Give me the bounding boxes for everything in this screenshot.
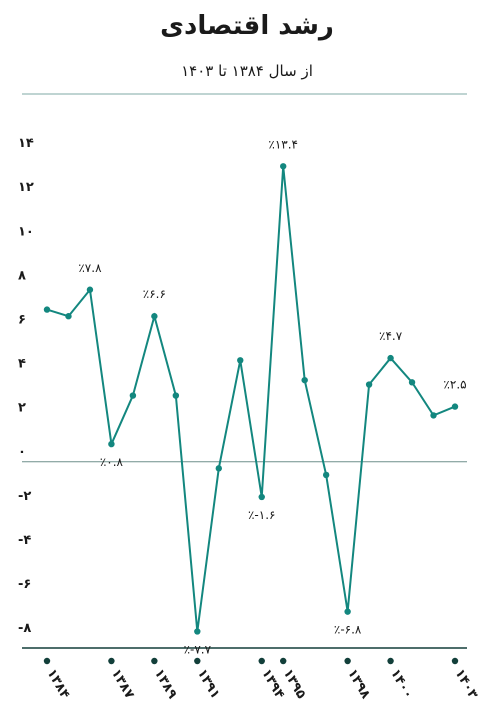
x-tick-label: ۱۳۸۷ [108, 667, 137, 702]
x-tick-label: ۱۳۹۱ [194, 667, 223, 702]
chart-title: رشد اقتصادی [160, 11, 334, 41]
x-tick-label: ۱۴۰۰ [387, 667, 416, 702]
y-tick-label: ۲ [18, 401, 26, 416]
point [215, 465, 222, 472]
y-tick-label: -۲ [18, 489, 31, 504]
value-label: ٪۱۳.۴ [268, 137, 298, 151]
point [408, 379, 416, 386]
value-label: ٪۴.۷ [379, 329, 403, 343]
x-tick-dot [194, 657, 201, 665]
point [387, 354, 394, 362]
y-tick-label: -۶ [18, 577, 31, 592]
point [365, 381, 373, 388]
value-label: ٪-۶.۸ [334, 623, 362, 637]
point [172, 392, 180, 399]
point [86, 286, 94, 293]
point [129, 392, 137, 399]
x-tick-dot [344, 657, 351, 665]
x-tick-label: ۱۴۰۳ [452, 667, 481, 702]
x-tick-label: ۱۳۸۹ [151, 667, 180, 702]
y-tick-label: ۴ [18, 357, 26, 372]
x-tick-dot [108, 657, 115, 665]
x-tick-dot [387, 657, 394, 665]
point [322, 471, 330, 479]
point [151, 313, 158, 320]
x-tick-label: ۱۳۸۴ [44, 667, 73, 702]
value-label: ٪-۷.۷ [184, 642, 212, 656]
point [430, 412, 437, 419]
y-tick-label: ۶ [18, 312, 26, 327]
point [43, 306, 51, 313]
x-tick-label: ۱۳۹۸ [344, 667, 373, 702]
line [46, 166, 456, 632]
y-tick-label: -۴ [18, 533, 31, 548]
point [108, 440, 115, 448]
point [344, 608, 351, 615]
value-label: ٪۲.۵ [443, 378, 466, 392]
x-tick-dot [151, 657, 158, 665]
y-tick-label: ۱۲ [18, 180, 34, 195]
x-tick-label: ۱۳۹۵ [280, 667, 309, 702]
x-tick-dot [280, 657, 287, 665]
value-label: ٪-۱.۶ [248, 508, 275, 522]
value-label: ٪۷.۸ [78, 261, 102, 275]
point [301, 376, 308, 384]
value-label: ٪۰.۸ [100, 455, 124, 469]
point [451, 403, 459, 410]
point [280, 163, 287, 170]
x-tick-dot [43, 657, 51, 665]
point [194, 628, 201, 635]
y-tick-label: ۰ [18, 445, 26, 460]
value-label: ٪۶.۶ [143, 287, 166, 301]
x-tick-dot [451, 657, 459, 665]
y-tick-label: -۸ [18, 621, 31, 636]
chart-subtitle: از سال ۱۳۸۴ تا ۱۴۰۳ [181, 62, 313, 80]
y-tick-label: ۱۰ [18, 224, 34, 239]
point [65, 313, 72, 320]
point [237, 357, 244, 364]
y-tick-label: ۸ [18, 268, 26, 283]
x-tick-dot [258, 657, 265, 665]
point [258, 493, 265, 501]
y-tick-label: ۱۴ [18, 136, 34, 151]
